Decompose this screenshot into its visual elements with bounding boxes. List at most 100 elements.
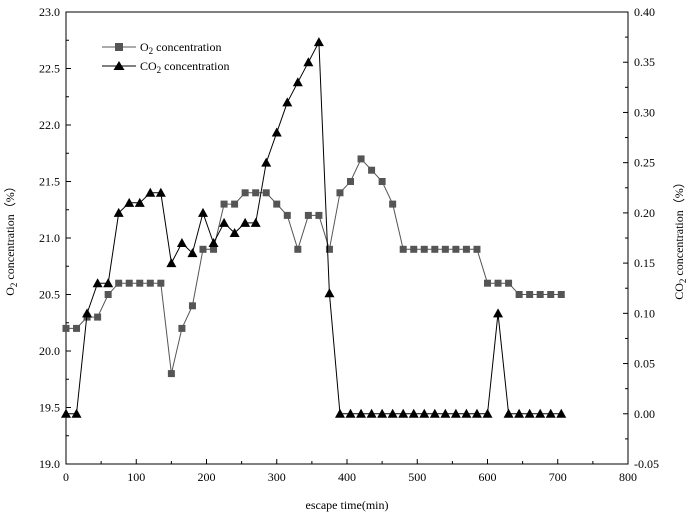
co2-data-point — [398, 408, 409, 418]
o2-data-point — [378, 178, 386, 185]
co2-data-point — [166, 258, 177, 268]
co2-data-point — [345, 408, 356, 418]
o2-data-point — [104, 291, 112, 298]
co2-data-point — [514, 408, 525, 418]
o2-data-point — [199, 245, 207, 253]
o2-data-point — [347, 178, 355, 185]
x-tick-label: 500 — [408, 470, 426, 484]
co2-data-point — [92, 278, 103, 288]
co2-data-point — [282, 97, 293, 107]
o2-data-point — [157, 279, 165, 287]
right-y-tick-label: 0.05 — [634, 357, 655, 371]
co2-data-point — [292, 77, 303, 87]
o2-data-point — [399, 245, 407, 253]
co2-data-point — [155, 187, 166, 197]
o2-data-point — [557, 291, 565, 298]
o2-data-point — [431, 245, 439, 253]
o2-data-point — [146, 279, 154, 287]
co2-data-point — [440, 408, 451, 418]
left-y-tick-label: 23.0 — [39, 5, 60, 19]
co2-data-point — [313, 37, 324, 47]
left-y-tick-label: 21.5 — [39, 175, 60, 189]
co2-data-point — [229, 227, 240, 237]
co2-data-point — [124, 197, 135, 207]
co2-data-point — [334, 408, 345, 418]
right-y-axis: -0.05 0.00 0.05 0.10 0.15 0.20 0.25 0.30 0.35 0.4… — [623, 5, 659, 471]
left-y-tick-label: 19.0 — [39, 457, 60, 471]
legend-o2-label: O2 concentration — [140, 40, 221, 56]
x-axis: 0 100 200 300 400 500 600 700 800 — [63, 459, 637, 484]
left-y-tick-label: 22.5 — [39, 62, 60, 76]
o2-data-point — [462, 245, 470, 253]
o2-data-point — [526, 291, 534, 298]
x-tick-label: 700 — [549, 470, 567, 484]
co2-data-point — [366, 408, 377, 418]
co2-data-point — [408, 408, 419, 418]
right-y-tick-label: 0.00 — [634, 407, 655, 421]
right-y-tick-label: 0.25 — [634, 156, 655, 170]
o2-data-point — [410, 245, 418, 253]
o2-data-point — [515, 291, 523, 298]
left-y-tick-label: 21.0 — [39, 231, 60, 245]
o2-data-point — [368, 166, 376, 174]
legend: O2 concentration CO2 concentration — [102, 40, 229, 75]
o2-data-point — [494, 279, 502, 287]
co2-data-point — [134, 197, 145, 207]
x-tick-label: 100 — [127, 470, 145, 484]
co2-data-point — [187, 248, 198, 258]
o2-data-point — [262, 189, 270, 197]
co2-data-point — [303, 57, 314, 67]
x-tick-label: 300 — [268, 470, 286, 484]
co2-data-point — [240, 217, 251, 227]
o2-data-point — [73, 324, 81, 332]
co2-data-point — [419, 408, 430, 418]
o2-data-point — [315, 211, 323, 219]
x-tick-label: 800 — [619, 470, 637, 484]
right-y-tick-label: 0.15 — [634, 256, 655, 270]
co2-data-point — [219, 217, 230, 227]
o2-data-point — [94, 313, 102, 321]
o2-data-point — [357, 155, 365, 163]
legend-o2-marker — [115, 43, 123, 51]
o2-data-point — [473, 245, 481, 253]
o2-data-point — [220, 200, 228, 208]
o2-data-point — [188, 302, 196, 310]
co2-data-point — [556, 408, 567, 418]
plot-frame — [65, 11, 629, 465]
right-y-tick-label: 0.30 — [634, 105, 655, 119]
co2-data-point — [377, 408, 388, 418]
co2-data-point — [429, 408, 440, 418]
o2-data-point — [252, 189, 260, 197]
o2-data-point — [62, 324, 70, 332]
co2-data-point — [250, 217, 261, 227]
right-y-tick-label: 0.20 — [634, 206, 655, 220]
o2-data-point — [389, 200, 397, 208]
right-y-tick-label: -0.05 — [634, 457, 659, 471]
x-tick-label: 200 — [198, 470, 216, 484]
left-y-tick-label: 19.5 — [39, 401, 60, 415]
co2-data-point — [176, 238, 187, 248]
o2-data-point — [125, 279, 133, 287]
co2-data-point — [324, 288, 335, 298]
o2-data-point — [136, 279, 144, 287]
x-axis-title: escape time(min) — [306, 498, 389, 512]
legend-co2-label: CO2 concentration — [140, 59, 229, 75]
co2-data-point — [145, 187, 156, 197]
x-tick-label: 400 — [338, 470, 356, 484]
co2-data-point — [493, 308, 504, 318]
legend-co2-marker — [113, 61, 125, 70]
co2-data-point — [461, 408, 472, 418]
o2-data-point — [273, 200, 281, 208]
o2-data-point — [304, 211, 312, 219]
right-y-tick-label: 0.40 — [634, 5, 655, 19]
o2-data-point — [231, 200, 239, 208]
co2-data-point — [61, 408, 71, 418]
co2-data-point — [535, 408, 546, 418]
left-y-tick-label: 20.5 — [39, 288, 60, 302]
co2-data-point — [503, 408, 514, 418]
o2-data-point — [452, 245, 460, 253]
co2-data-point — [71, 408, 82, 418]
co2-data-point — [208, 238, 219, 248]
o2-data-point — [547, 291, 555, 298]
